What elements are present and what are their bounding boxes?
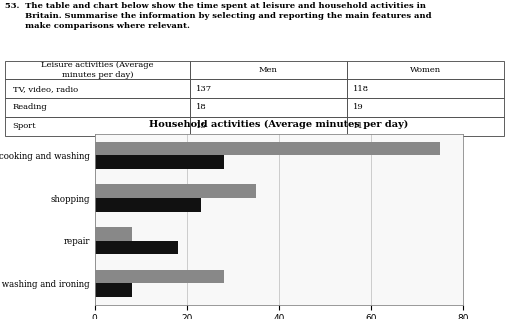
Bar xyxy=(95,227,132,241)
Bar xyxy=(95,155,224,169)
Bar xyxy=(95,198,201,211)
Bar xyxy=(95,184,256,198)
Text: 53.  The table and chart below show the time spent at leisure and household acti: 53. The table and chart below show the t… xyxy=(5,2,432,30)
Title: Household activities (Average minutes per day): Household activities (Average minutes pe… xyxy=(150,120,409,129)
Bar xyxy=(95,283,132,297)
Bar xyxy=(95,241,178,254)
Bar xyxy=(95,142,440,155)
Bar xyxy=(95,270,224,283)
